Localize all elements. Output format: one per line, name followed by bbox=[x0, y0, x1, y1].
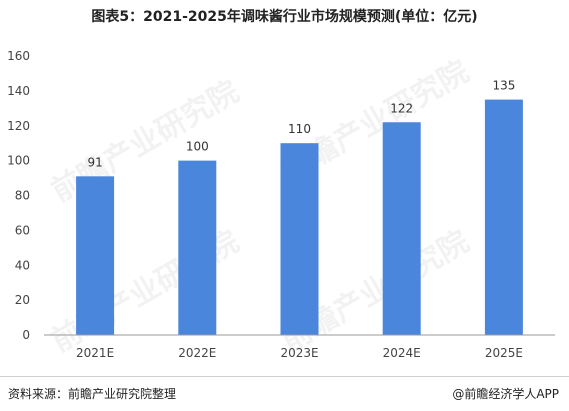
bars bbox=[76, 99, 523, 335]
y-tick-label: 60 bbox=[15, 223, 30, 237]
y-tick-label: 40 bbox=[15, 258, 30, 272]
data-label: 122 bbox=[390, 101, 413, 115]
data-label: 110 bbox=[288, 122, 311, 136]
x-tick-label: 2025E bbox=[485, 346, 523, 360]
source-note: 资料来源：前瞻产业研究院整理 bbox=[8, 387, 177, 401]
x-tick-label: 2021E bbox=[76, 346, 114, 360]
x-tick-label: 2023E bbox=[280, 346, 318, 360]
y-tick-label: 80 bbox=[15, 189, 30, 203]
data-label: 91 bbox=[87, 155, 102, 169]
data-label: 135 bbox=[492, 79, 515, 93]
bar bbox=[76, 176, 115, 335]
data-label: 100 bbox=[186, 140, 209, 154]
chart-title: 图表5：2021-2025年调味酱行业市场规模预测(单位：亿元) bbox=[91, 9, 478, 25]
bar bbox=[484, 99, 523, 335]
x-tick-label: 2022E bbox=[178, 346, 216, 360]
credit-note: @前瞻经济学人APP bbox=[452, 387, 559, 401]
y-tick-label: 120 bbox=[7, 119, 30, 133]
footer: 资料来源：前瞻产业研究院整理 @前瞻经济学人APP bbox=[0, 376, 569, 411]
x-axis: 2021E 2022E 2023E 2024E 2025E bbox=[44, 334, 555, 360]
y-tick-label: 0 bbox=[22, 328, 30, 342]
bar bbox=[382, 122, 421, 335]
y-tick-label: 100 bbox=[7, 154, 30, 168]
y-axis: 0 20 40 60 80 100 120 140 160 bbox=[7, 49, 30, 342]
x-tick-label: 2024E bbox=[383, 346, 421, 360]
bar bbox=[280, 143, 319, 335]
data-labels: 91 100 110 122 135 bbox=[87, 79, 515, 170]
y-tick-label: 20 bbox=[15, 293, 30, 307]
bar bbox=[178, 160, 217, 335]
y-tick-label: 160 bbox=[7, 49, 30, 63]
y-tick-label: 140 bbox=[7, 84, 30, 98]
